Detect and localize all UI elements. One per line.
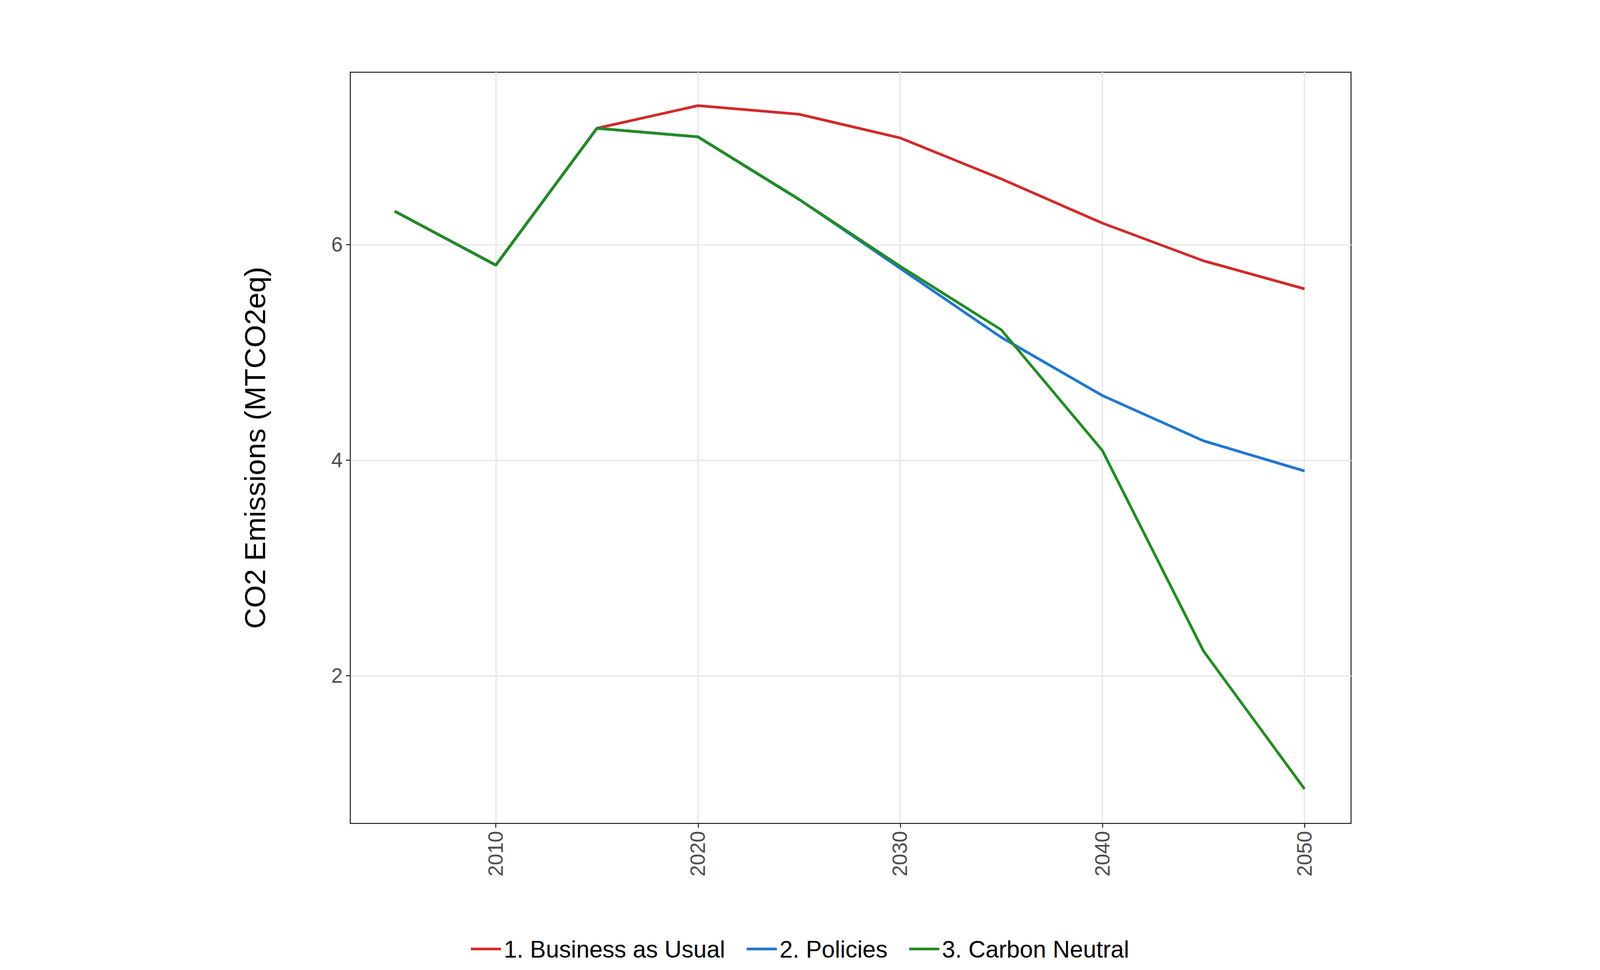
svg-text:2040: 2040 [1091,830,1114,877]
svg-text:2. Policies: 2. Policies [779,936,889,963]
svg-text:2010: 2010 [484,830,508,877]
svg-text:2: 2 [331,664,343,688]
svg-text:6: 6 [331,233,343,256]
svg-text:2020: 2020 [686,830,710,877]
svg-text:CO2 Emissions (MTCO2eq): CO2 Emissions (MTCO2eq) [238,266,272,629]
svg-text:3. Carbon Neutral: 3. Carbon Neutral [942,936,1129,963]
svg-text:2030: 2030 [888,830,912,877]
svg-text:1. Business as Usual: 1. Business as Usual [503,936,726,963]
svg-text:2050: 2050 [1293,830,1316,877]
svg-text:4: 4 [331,448,343,472]
